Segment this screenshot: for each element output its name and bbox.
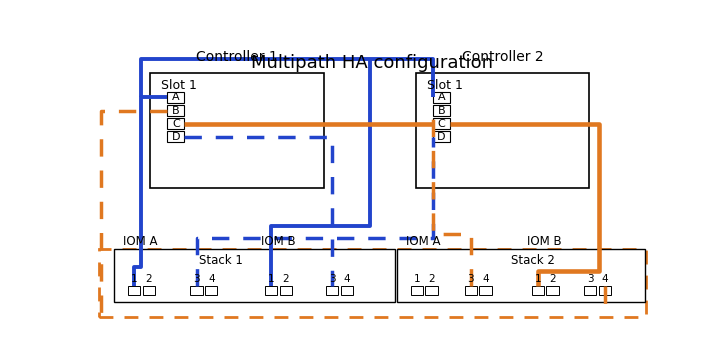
Text: 4: 4: [208, 274, 214, 284]
Text: 2: 2: [549, 274, 555, 284]
Bar: [433, 131, 450, 142]
Bar: [341, 286, 353, 295]
Text: IOM A: IOM A: [124, 234, 158, 248]
Text: D: D: [437, 132, 446, 142]
Text: 1: 1: [414, 274, 420, 284]
Bar: [479, 286, 491, 295]
Text: A: A: [438, 93, 446, 102]
Bar: [265, 286, 278, 295]
Text: B: B: [438, 106, 446, 115]
Text: 3: 3: [587, 274, 593, 284]
Text: 4: 4: [601, 274, 608, 284]
Bar: [433, 105, 450, 116]
Text: 2: 2: [145, 274, 152, 284]
Text: IOM B: IOM B: [527, 234, 561, 248]
Text: D: D: [172, 132, 180, 142]
Text: Multipath HA configuration: Multipath HA configuration: [252, 54, 493, 72]
Text: 4: 4: [482, 274, 489, 284]
Bar: [326, 286, 338, 295]
Text: 4: 4: [343, 274, 350, 284]
Text: Stack 2: Stack 2: [511, 254, 555, 267]
Bar: [531, 286, 544, 295]
Text: 1: 1: [131, 274, 137, 284]
Bar: [465, 286, 477, 295]
Bar: [397, 249, 645, 302]
Text: 2: 2: [283, 274, 289, 284]
Bar: [433, 118, 450, 129]
Bar: [411, 286, 423, 295]
Text: 1: 1: [534, 274, 541, 284]
Bar: [114, 249, 395, 302]
Bar: [584, 286, 596, 295]
Bar: [167, 118, 185, 129]
Bar: [128, 286, 140, 295]
Bar: [425, 286, 438, 295]
Text: 2: 2: [428, 274, 435, 284]
Text: 3: 3: [193, 274, 200, 284]
Bar: [150, 73, 324, 188]
Text: Stack 1: Stack 1: [199, 254, 243, 267]
Bar: [280, 286, 292, 295]
Bar: [433, 92, 450, 103]
Text: IOM A: IOM A: [406, 234, 441, 248]
Bar: [190, 286, 203, 295]
Bar: [546, 286, 558, 295]
Text: Controller 1: Controller 1: [196, 50, 278, 64]
Text: Slot 1: Slot 1: [427, 79, 463, 92]
Text: C: C: [172, 119, 180, 129]
Bar: [167, 105, 185, 116]
Bar: [598, 286, 611, 295]
Bar: [205, 286, 217, 295]
Text: 3: 3: [467, 274, 474, 284]
Text: 3: 3: [329, 274, 335, 284]
Text: B: B: [172, 106, 180, 115]
Text: Controller 2: Controller 2: [462, 50, 544, 64]
Text: 1: 1: [268, 274, 275, 284]
Bar: [167, 92, 185, 103]
Text: C: C: [438, 119, 446, 129]
Text: Slot 1: Slot 1: [161, 79, 197, 92]
Text: A: A: [172, 93, 180, 102]
Bar: [142, 286, 155, 295]
Bar: [99, 249, 646, 317]
Text: IOM B: IOM B: [261, 234, 296, 248]
Bar: [416, 73, 590, 188]
Bar: [167, 131, 185, 142]
